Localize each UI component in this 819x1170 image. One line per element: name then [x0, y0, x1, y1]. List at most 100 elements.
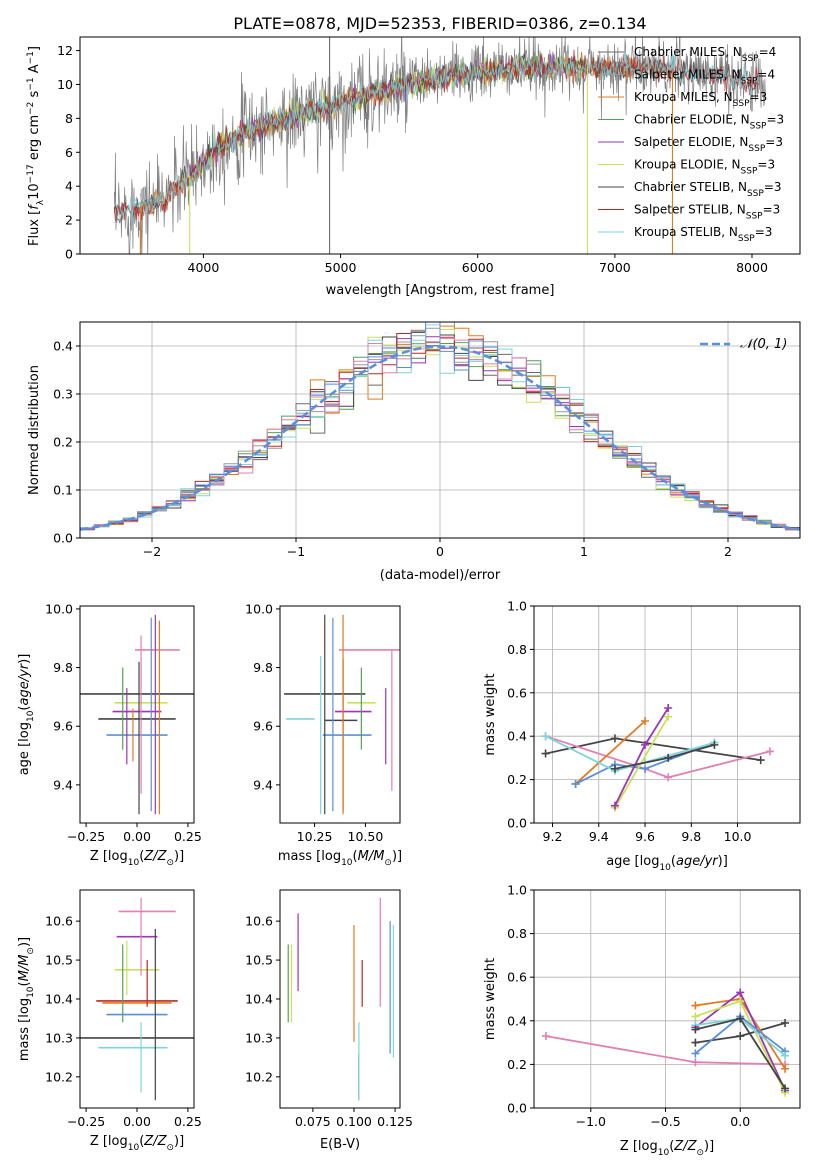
x-tick-label: 0.125 [377, 1114, 413, 1129]
x-tick-label: 9.4 [589, 829, 609, 844]
x-axis-label: Z [log10(Z/Z⊙)] [620, 1139, 714, 1158]
legend-entry-label: Chabrier ELODIE, NSSP=3 [634, 113, 784, 132]
weight_vs_Z-plot-area [534, 890, 800, 1108]
label-part: 10 [26, 710, 36, 722]
label-part: )] [17, 937, 32, 947]
x-tick-label: 2 [724, 544, 732, 559]
age_vs_Z-plot-area [80, 614, 194, 815]
label-part: ⊙ [166, 1143, 174, 1153]
age_vs_mass-axes: 10.25 10.50 9.4 9.6 9.8 10.0 mass [log10(M/M⊙)… [245, 601, 402, 868]
x-tick-label: 4000 [188, 260, 220, 275]
y-tick-label: 10.4 [245, 992, 273, 1007]
label-part: age/yr [17, 662, 32, 705]
x-tick-label: −0.5 [650, 1114, 680, 1129]
x-tick-label: 0 [436, 544, 444, 559]
label-part: erg cm [27, 115, 42, 164]
label-part: ( [671, 854, 676, 869]
label-part: −2 [26, 102, 36, 115]
y-tick-label: 4 [65, 179, 73, 194]
y-tick-label: 9.6 [53, 719, 73, 734]
weight-point-marker [736, 1032, 745, 1041]
y-axis-label: mass weight [483, 673, 498, 755]
x-axis-label: E(B-V) [320, 1137, 360, 1152]
y-tick-label: 0.3 [53, 387, 73, 402]
y-tick-label: 10.3 [45, 1030, 73, 1045]
y-tick-label: 0.2 [507, 1057, 527, 1072]
y-axis-label: Normed distribution [27, 365, 42, 495]
label-part: Z [log [620, 1139, 658, 1154]
weight-series-line [545, 735, 771, 779]
weight-point-marker [664, 712, 673, 721]
x-tick-label: 0.100 [336, 1114, 372, 1129]
y-tick-label: 1.0 [507, 883, 527, 898]
legend-entry-label: Chabrier MILES, NSSP=4 [634, 45, 776, 64]
weight-point-marker [736, 988, 745, 997]
label-part: ( [17, 981, 32, 986]
label-part: ⊙ [696, 1148, 704, 1158]
spectrum-legend: Chabrier MILES, NSSP=4 Salpeter MILES, NS… [598, 45, 784, 244]
y-axis-label: Flux [fλ10−17 erg cm−2 s−1 A−1] [26, 46, 46, 246]
mass_vs_ebv-plot-area [287, 897, 395, 1101]
label-part: λ [36, 199, 46, 205]
x-axis-label: mass [log10(M/M⊙)] [278, 849, 402, 868]
label-part: ⊙ [166, 858, 174, 868]
weight-point-marker [541, 749, 550, 758]
x-tick-label: 8000 [736, 260, 768, 275]
x-tick-label: −1.0 [576, 1114, 606, 1129]
weight-point-marker [756, 756, 765, 765]
weight_vs_Z-axes: −1.0 −0.5 0.0 0.0 0.2 0.4 0.6 0.8 1.0 Z [log10(Z/… [483, 883, 801, 1158]
weight-point-marker [781, 1018, 790, 1027]
y-tick-label: 6 [65, 145, 73, 160]
label-part: −1 [26, 77, 36, 90]
label-part: )] [17, 654, 32, 664]
weight-series-line [614, 707, 669, 806]
label-part: Salpeter STELIB, N [634, 203, 746, 217]
label-part: ( [353, 849, 358, 864]
label-part: Z/Z [143, 849, 167, 864]
legend-entry-label: Salpeter STELIB, NSSP=3 [634, 203, 780, 222]
age_vs_Z-axes: −0.25 0.00 0.259.49.69.810.0Z [log10(Z/Z⊙)… [17, 601, 202, 868]
y-tick-label: 10.0 [45, 601, 73, 616]
label-part: )] [704, 1139, 714, 1154]
x-tick-label: 10.50 [348, 829, 384, 844]
weight_vs_age-frame [533, 605, 801, 824]
label-part: =3 [766, 113, 784, 127]
label-part: =4 [757, 68, 775, 82]
label-part: =3 [764, 180, 782, 194]
x-tick-label: 9.8 [681, 829, 701, 844]
y-tick-label: 0.8 [507, 926, 527, 941]
y-tick-label: 9.4 [253, 777, 273, 792]
label-part: ( [139, 849, 144, 864]
x-tick-label: 0.0 [730, 1114, 750, 1129]
y-tick-label: 0.0 [507, 1101, 527, 1116]
x-tick-label: −1 [287, 544, 305, 559]
weight-point-marker [541, 1032, 550, 1041]
x-axis-label: Z [log10(Z/Z⊙)] [90, 1134, 184, 1153]
label-part: M/M [17, 955, 32, 982]
label-part: 10 [659, 863, 671, 873]
label-part: SSP [738, 234, 755, 244]
legend-entry-label: Kroupa STELIB, NSSP=3 [634, 225, 772, 244]
label-part: SSP [748, 144, 765, 154]
weight-point-marker [781, 1084, 790, 1093]
x-tick-label: 1 [580, 544, 588, 559]
legend-entry-label: Salpeter ELODIE, NSSP=3 [634, 135, 783, 154]
label-part: =3 [765, 135, 783, 149]
weight-point-marker [541, 732, 550, 741]
label-part: ] [27, 46, 42, 51]
x-tick-label: 7000 [599, 260, 631, 275]
legend-entry-label: Salpeter MILES, NSSP=4 [634, 68, 775, 87]
age_vs_mass-plot-area [284, 614, 400, 815]
label-part: age/yr [676, 854, 719, 869]
weight-point-marker [610, 734, 619, 743]
label-part: mass [log [278, 849, 341, 864]
y-tick-label: 10.2 [45, 1069, 73, 1084]
residuals-plot-area [80, 322, 800, 538]
label-part: mass [log [17, 998, 32, 1061]
weight-series-line [614, 716, 669, 809]
x-tick-label: −0.25 [67, 829, 105, 844]
gaussian-curve [80, 345, 800, 531]
x-tick-label: 0.075 [295, 1114, 331, 1129]
weight-point-marker [664, 753, 673, 762]
